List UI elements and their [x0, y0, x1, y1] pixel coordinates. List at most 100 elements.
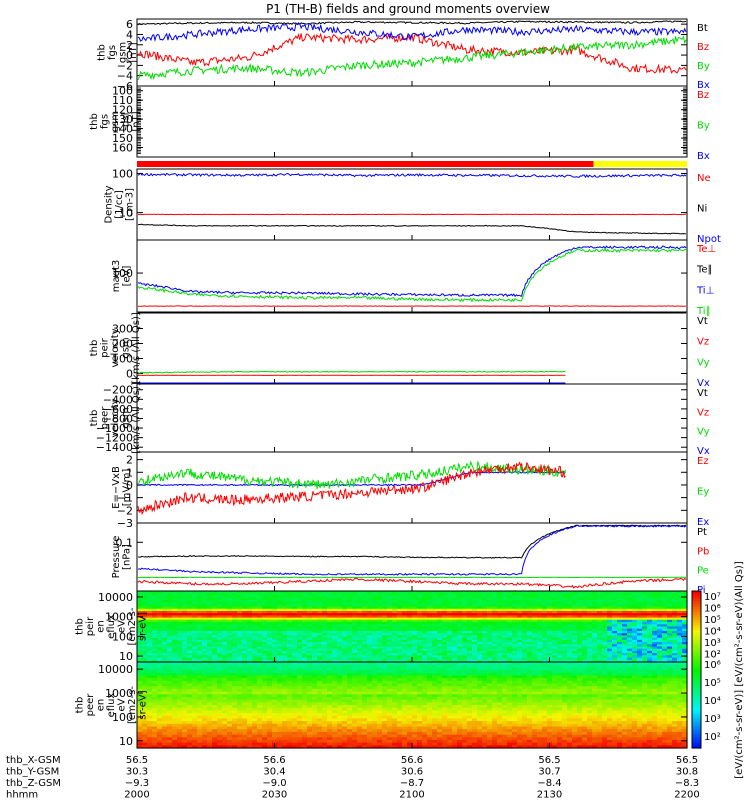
spectrogram-cell [672, 655, 678, 659]
spectrogram-cell [682, 680, 688, 685]
spectrogram-cell [342, 624, 348, 628]
spectrogram-cell [657, 615, 663, 619]
spectrogram-cell [552, 637, 558, 641]
spectrogram-cell [562, 683, 568, 687]
spectrogram-cell [587, 646, 593, 650]
spectrogram-cell [617, 624, 623, 628]
spectrogram-cell [187, 619, 193, 623]
spectrogram-cell [362, 597, 368, 601]
spectrogram-cell [487, 595, 493, 599]
spectrogram-cell [267, 615, 273, 619]
spectrogram-cell [527, 635, 533, 639]
spectrogram-cell [387, 626, 393, 630]
spectrogram-cell [667, 650, 673, 654]
spectrogram-cell [142, 648, 148, 652]
spectrogram-cell [432, 599, 438, 603]
spectrogram-cell [677, 628, 683, 632]
spectrogram-cell [367, 670, 373, 674]
spectrogram-cell [532, 626, 538, 630]
spectrogram-cell [442, 646, 448, 650]
spectrogram-cell [382, 630, 388, 634]
spectrogram-cell [572, 608, 578, 612]
spectrogram-cell [512, 659, 518, 663]
spectrogram-cell [372, 667, 378, 671]
spectrogram-cell [252, 642, 258, 645]
spectrogram-cell [412, 626, 418, 630]
spectrogram-cell [602, 617, 608, 621]
y-axis-label: peir [85, 616, 96, 636]
spectrogram-cell [602, 628, 608, 632]
spectrogram-cell [642, 602, 648, 605]
spectrogram-cell [492, 664, 498, 668]
spectrogram-cell [232, 615, 238, 619]
spectrogram-cell [657, 678, 663, 682]
spectrogram-cell [572, 595, 578, 599]
spectrogram-cell [232, 604, 238, 608]
spectrogram-cell [617, 680, 623, 685]
spectrogram-cell [472, 599, 478, 603]
spectrogram-cell [152, 635, 158, 639]
spectrogram-cell [637, 593, 643, 596]
spectrogram-cell [232, 672, 238, 677]
spectrogram-cell [657, 633, 663, 636]
spectrogram-cell [262, 637, 268, 641]
spectrogram-cell [212, 604, 218, 608]
spectrogram-cell [432, 648, 438, 652]
spectrogram-cell [622, 637, 628, 641]
spectrogram-cell [542, 653, 548, 656]
spectrogram-cell [532, 683, 538, 687]
spectrogram-cell [557, 608, 563, 612]
spectrogram-cell [382, 639, 388, 643]
spectrogram-cell [482, 655, 488, 659]
spectrogram-cell [607, 608, 613, 612]
spectrogram-cell [432, 611, 438, 614]
spectrogram-cell [317, 613, 323, 616]
spectrogram-cell [442, 688, 448, 693]
spectrogram-cell [342, 606, 348, 610]
spectrogram-cell [267, 680, 273, 685]
spectrogram-cell [677, 639, 683, 643]
spectrogram-cell [162, 657, 168, 661]
spectrogram-cell [662, 633, 668, 636]
spectrogram-cell [382, 688, 388, 693]
spectrogram-cell [547, 611, 553, 614]
spectrogram-cell [227, 630, 233, 634]
spectrogram-cell [572, 639, 578, 643]
spectrogram-cell [447, 615, 453, 619]
spectrogram-cell [667, 637, 673, 641]
spectrogram-cell [152, 624, 158, 628]
spectrogram-cell [407, 688, 413, 693]
spectrogram-cell [517, 659, 523, 663]
spectrogram-cell [667, 680, 673, 685]
spectrogram-cell [607, 664, 613, 668]
spectrogram-cell [362, 650, 368, 654]
spectrogram-cell [202, 593, 208, 596]
spectrogram-cell [562, 595, 568, 599]
spectrogram-cell [302, 646, 308, 650]
spectrogram-cell [257, 595, 263, 599]
spectrogram-cell [367, 657, 373, 661]
spectrogram-cell [667, 611, 673, 614]
spectrogram-cell [257, 659, 263, 663]
spectrogram-cell [577, 624, 583, 628]
spectrogram-cell [147, 633, 153, 636]
spectrogram-cell [522, 606, 528, 610]
spectrogram-cell [522, 653, 528, 656]
spectrogram-cell [682, 683, 688, 687]
spectrogram-cell [217, 680, 223, 685]
spectrogram-cell [292, 680, 298, 685]
spectrogram-cell [162, 646, 168, 650]
spectrogram-cell [492, 595, 498, 599]
spectrogram-cell [242, 622, 248, 625]
spectrogram-cell [152, 672, 158, 677]
spectrogram-cell [662, 619, 668, 623]
spectrogram-cell [187, 593, 193, 596]
spectrogram-cell [607, 633, 613, 636]
spectrogram-cell [237, 657, 243, 661]
spectrogram-cell [652, 593, 658, 596]
spectrogram-cell [317, 678, 323, 682]
spectrogram-cell [502, 599, 508, 603]
spectrogram-cell [377, 655, 383, 659]
spectrogram-cell [472, 644, 478, 648]
spectrogram-cell [457, 683, 463, 687]
